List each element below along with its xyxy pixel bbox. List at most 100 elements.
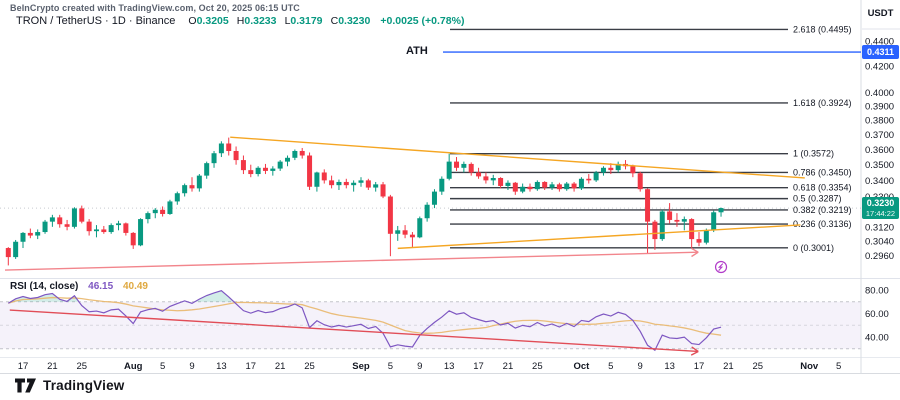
- time-tick-9: 9: [417, 361, 422, 372]
- time-tick-5: 5: [836, 361, 841, 372]
- rsi-tick-80: 80.00: [865, 286, 889, 297]
- candle-body: [608, 167, 614, 171]
- time-tick-5: 5: [160, 361, 165, 372]
- candle-body: [373, 184, 379, 188]
- candle-body: [534, 181, 540, 190]
- rsi-indicator-header[interactable]: RSI (14, close) 46.15 40.49: [10, 281, 148, 292]
- time-tick-25: 25: [532, 361, 543, 372]
- time-tick-25: 25: [76, 361, 87, 372]
- trendline-ascending-support[interactable]: [397, 224, 801, 250]
- candle-body: [285, 157, 291, 162]
- candle-body: [476, 172, 482, 177]
- time-tick-17: 17: [18, 361, 29, 372]
- lightning-icon: [717, 263, 724, 271]
- ath-label[interactable]: ATH: [406, 45, 428, 57]
- fib-label-0.5: 0.5 (0.3287): [793, 194, 842, 204]
- low-value: 0.3179: [290, 15, 323, 27]
- time-tick-25: 25: [304, 361, 315, 372]
- rsi-title[interactable]: RSI (14, close): [10, 281, 79, 292]
- time-tick-Aug: Aug: [124, 361, 143, 372]
- time-tick-13: 13: [216, 361, 227, 372]
- candle-body: [652, 221, 658, 240]
- candle-body: [703, 230, 709, 243]
- price-tick-0.3120: 0.3120: [865, 222, 894, 233]
- candle-body: [196, 175, 202, 189]
- symbol-info[interactable]: TRON / TetherUS · 1D · Binance O0.3205 H…: [16, 15, 464, 27]
- fib-label-0.382: 0.382 (0.3219): [793, 205, 852, 215]
- candle-body: [593, 172, 599, 181]
- candle-body: [689, 219, 695, 240]
- candle-body: [218, 143, 224, 154]
- last-price-badge: 0.3230 17:44:22: [862, 197, 899, 219]
- rsi-ma-value: 40.49: [122, 281, 148, 292]
- candle-body: [189, 185, 195, 189]
- fib-label-0.236: 0.236 (0.3136): [793, 219, 852, 229]
- price-tick-0.3040: 0.3040: [865, 236, 894, 247]
- candle-body: [138, 219, 144, 246]
- time-tick-Sep: Sep: [352, 361, 370, 372]
- close-value: 0.3230: [338, 15, 371, 27]
- candle-body: [512, 182, 518, 192]
- candle-body: [167, 201, 173, 214]
- candle-body: [556, 184, 562, 190]
- tradingview-logo[interactable]: TradingView: [14, 377, 124, 394]
- candle-body: [564, 183, 570, 190]
- high-value: 0.3233: [244, 15, 277, 27]
- time-tick-21: 21: [503, 361, 514, 372]
- candle-body: [160, 209, 166, 214]
- trendline-descending-resistance[interactable]: [230, 136, 805, 179]
- candle-body: [431, 191, 437, 205]
- candle-body: [387, 196, 393, 234]
- candle-body: [674, 219, 680, 222]
- candle-body: [270, 168, 276, 171]
- candle-body: [152, 209, 158, 214]
- candle-body: [645, 189, 651, 222]
- candle-body: [461, 163, 467, 168]
- candle-body: [226, 143, 232, 151]
- candle-body: [42, 221, 48, 233]
- candle-body: [277, 161, 283, 169]
- price-tick-0.3900: 0.3900: [865, 102, 894, 113]
- fib-label-1.618: 1.618 (0.3924): [793, 98, 852, 108]
- candle-body: [174, 193, 180, 202]
- candle-body: [27, 232, 33, 236]
- time-tick-9: 9: [638, 361, 643, 372]
- time-tick-13: 13: [444, 361, 455, 372]
- last-price-value: 0.3230: [866, 198, 895, 208]
- candle-body: [542, 181, 548, 188]
- symbol-title[interactable]: TRON / TetherUS · 1D · Binance: [16, 15, 176, 27]
- candle-body: [20, 232, 26, 242]
- price-tick-0.3700: 0.3700: [865, 130, 894, 141]
- trendline-arrowhead: [691, 251, 699, 258]
- candle-body: [490, 177, 496, 181]
- rsi-trendline-arrowhead: [690, 350, 699, 356]
- candle-body: [336, 181, 342, 186]
- candle-body: [233, 150, 239, 161]
- candle-body: [307, 155, 313, 187]
- candle-body: [600, 167, 606, 173]
- price-tick-0.3600: 0.3600: [865, 145, 894, 156]
- time-tick-21: 21: [47, 361, 58, 372]
- time-tick-17: 17: [473, 361, 484, 372]
- candle-body: [659, 211, 665, 240]
- trendline-long-term-support[interactable]: [4, 251, 699, 271]
- candle-body: [130, 232, 136, 246]
- time-tick-17: 17: [694, 361, 705, 372]
- candle-body: [718, 208, 724, 213]
- candle-body: [446, 161, 452, 179]
- candle-body: [468, 163, 474, 173]
- tradingview-logo-icon: [15, 378, 36, 393]
- fib-label-0.786: 0.786 (0.3450): [793, 167, 852, 177]
- candle-body: [365, 180, 371, 188]
- open-value: 0.3205: [196, 15, 229, 27]
- candle-body: [292, 150, 298, 158]
- candle-body: [123, 223, 129, 233]
- price-tick-0.2960: 0.2960: [865, 251, 894, 262]
- fib-label-0: 0 (0.3001): [793, 243, 834, 253]
- rsi-trendline[interactable]: [9, 309, 699, 353]
- time-tick-5: 5: [388, 361, 393, 372]
- time-tick-21: 21: [723, 361, 734, 372]
- rsi-tick-40: 40.00: [865, 333, 889, 344]
- candle-body: [505, 182, 511, 186]
